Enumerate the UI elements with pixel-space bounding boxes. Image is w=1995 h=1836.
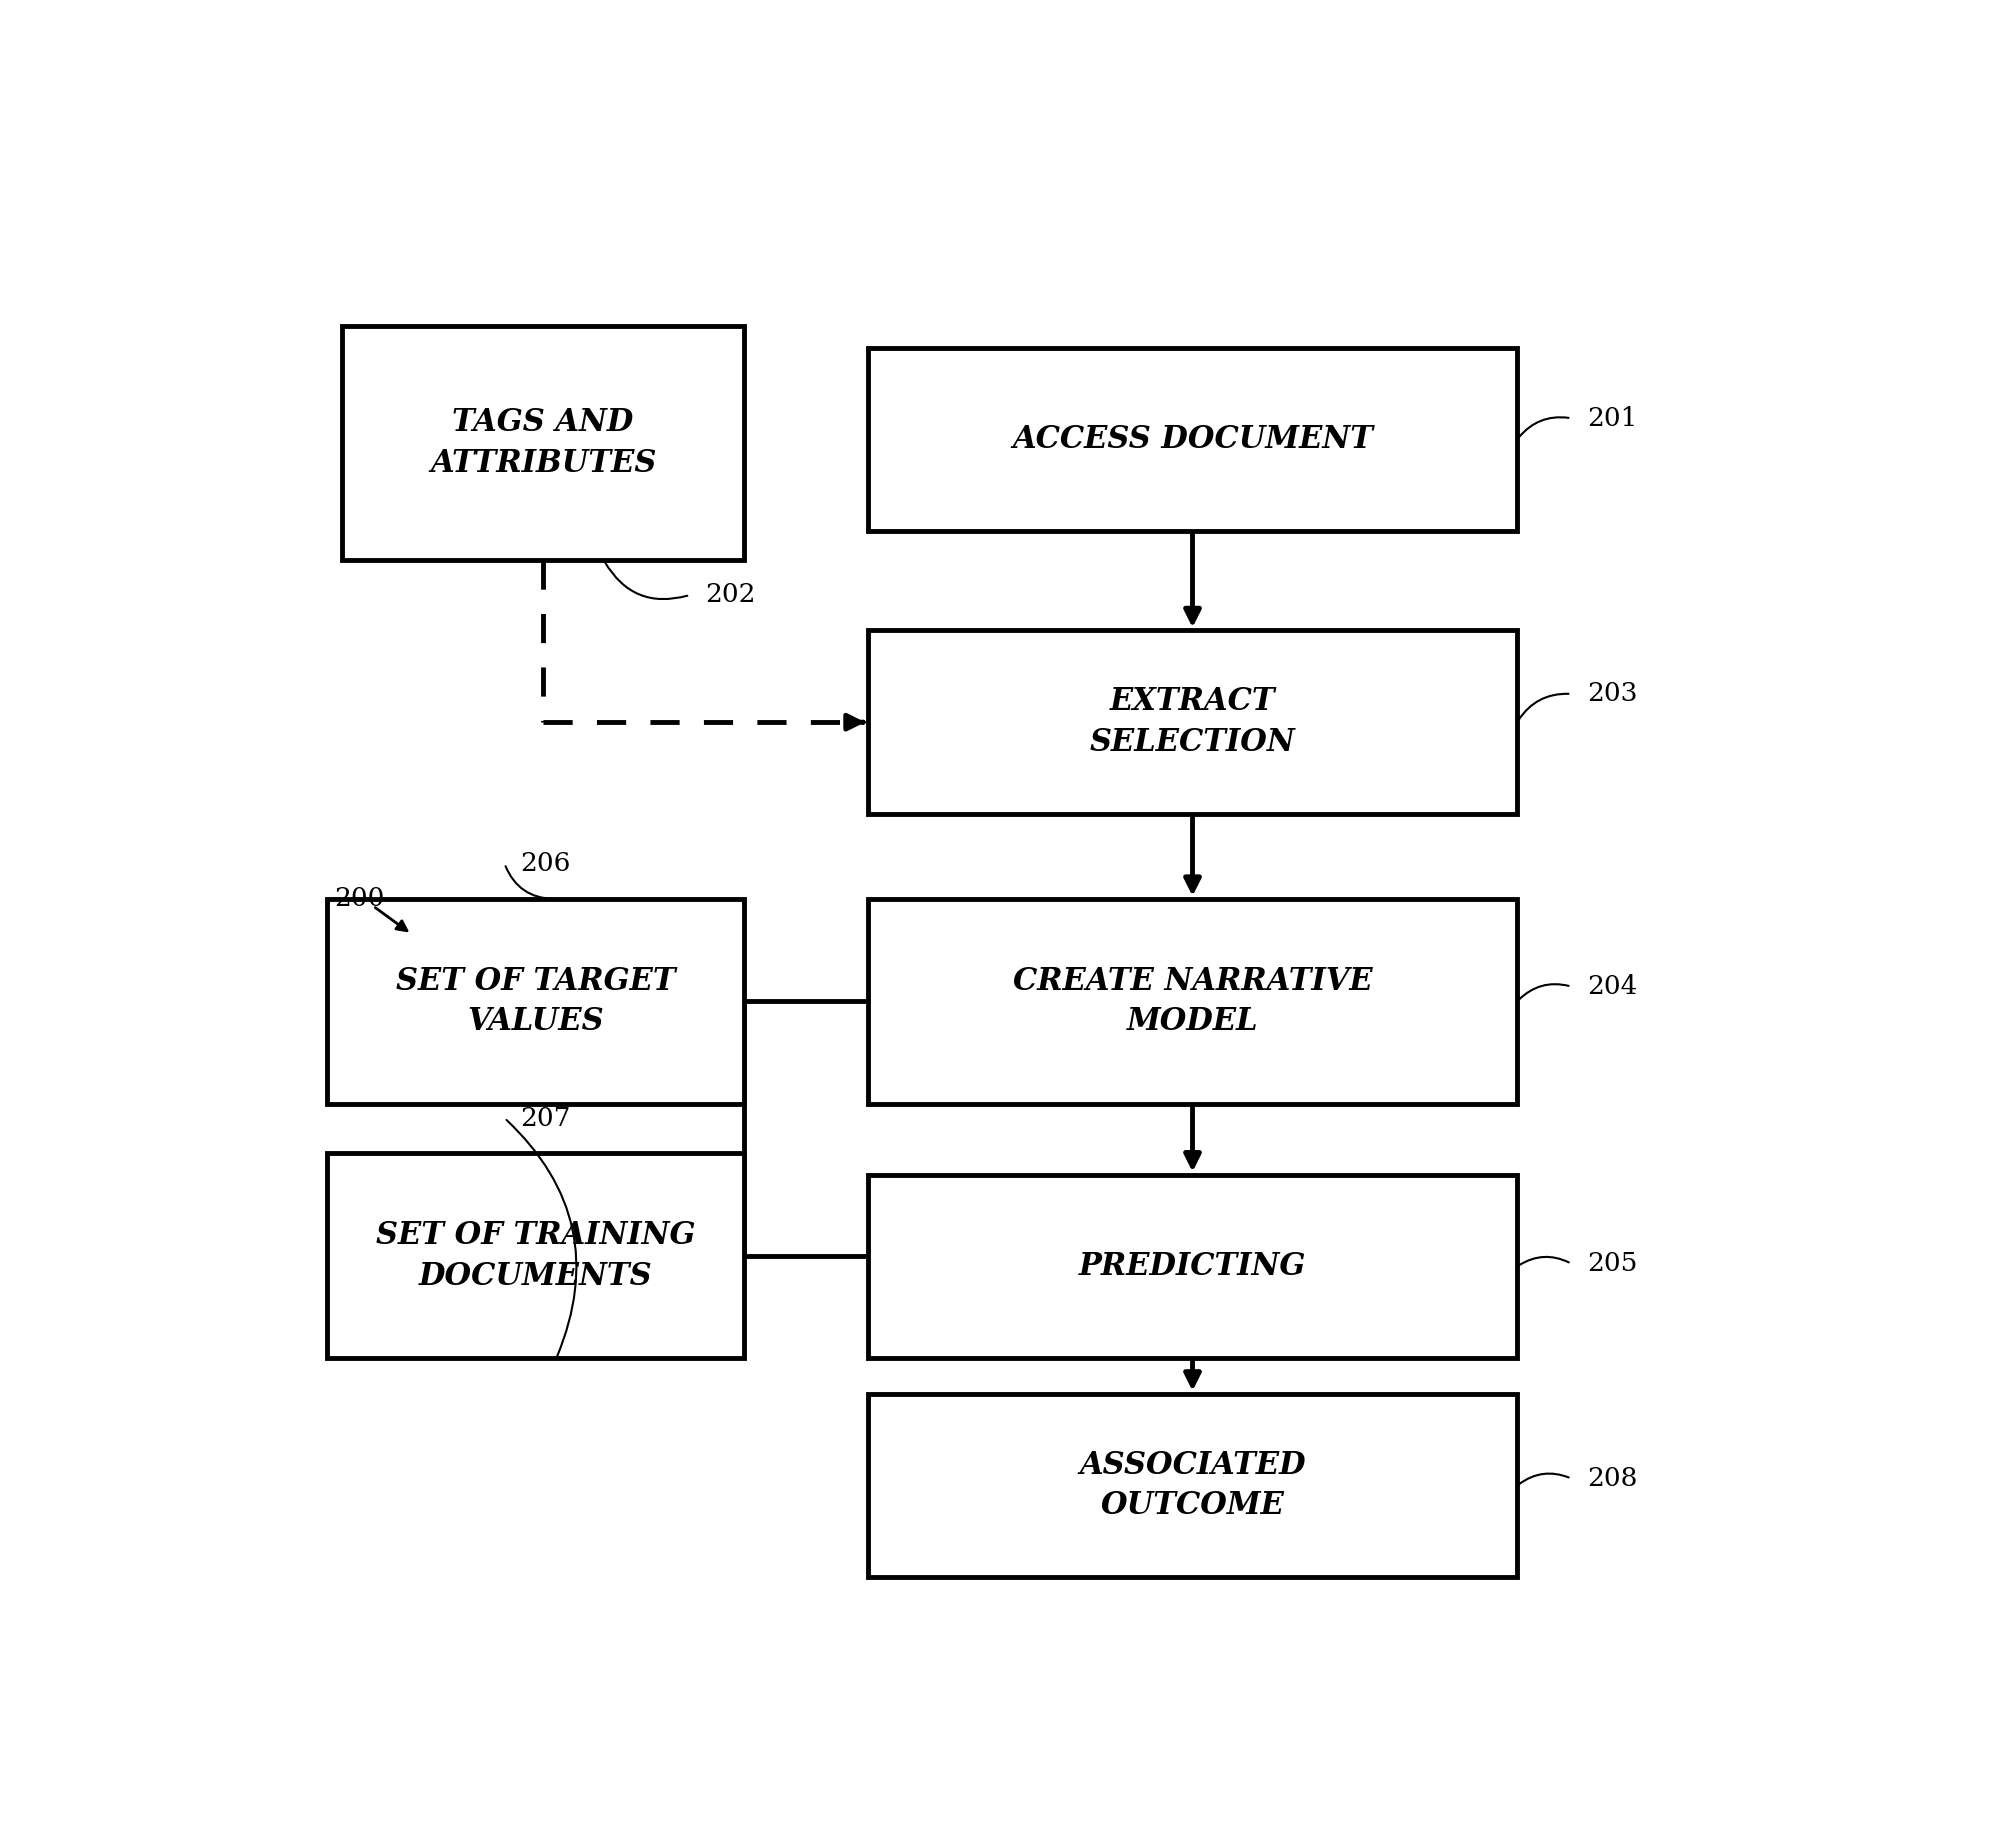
Text: CREATE NARRATIVE
MODEL: CREATE NARRATIVE MODEL xyxy=(1013,966,1373,1037)
FancyBboxPatch shape xyxy=(343,327,744,560)
Text: 205: 205 xyxy=(1586,1250,1638,1276)
FancyBboxPatch shape xyxy=(868,1394,1516,1577)
Text: 201: 201 xyxy=(1586,406,1638,431)
FancyBboxPatch shape xyxy=(868,630,1516,813)
FancyBboxPatch shape xyxy=(868,900,1516,1103)
FancyBboxPatch shape xyxy=(327,900,744,1103)
Text: 200: 200 xyxy=(335,887,385,911)
FancyBboxPatch shape xyxy=(327,1153,744,1359)
Text: ASSOCIATED
OUTCOME: ASSOCIATED OUTCOME xyxy=(1079,1450,1307,1522)
Text: 206: 206 xyxy=(521,852,571,876)
Text: 202: 202 xyxy=(706,582,756,608)
Text: 207: 207 xyxy=(521,1105,571,1131)
Text: SET OF TRAINING
DOCUMENTS: SET OF TRAINING DOCUMENTS xyxy=(375,1221,694,1293)
Text: SET OF TARGET
VALUES: SET OF TARGET VALUES xyxy=(395,966,674,1037)
Text: TAGS AND
ATTRIBUTES: TAGS AND ATTRIBUTES xyxy=(431,408,656,479)
Text: EXTRACT
SELECTION: EXTRACT SELECTION xyxy=(1089,687,1295,758)
Text: 204: 204 xyxy=(1586,975,1638,999)
FancyBboxPatch shape xyxy=(868,1175,1516,1359)
Text: PREDICTING: PREDICTING xyxy=(1079,1250,1307,1282)
Text: 208: 208 xyxy=(1586,1465,1638,1491)
FancyBboxPatch shape xyxy=(868,347,1516,531)
Text: ACCESS DOCUMENT: ACCESS DOCUMENT xyxy=(1011,424,1373,455)
Text: 203: 203 xyxy=(1586,681,1638,707)
